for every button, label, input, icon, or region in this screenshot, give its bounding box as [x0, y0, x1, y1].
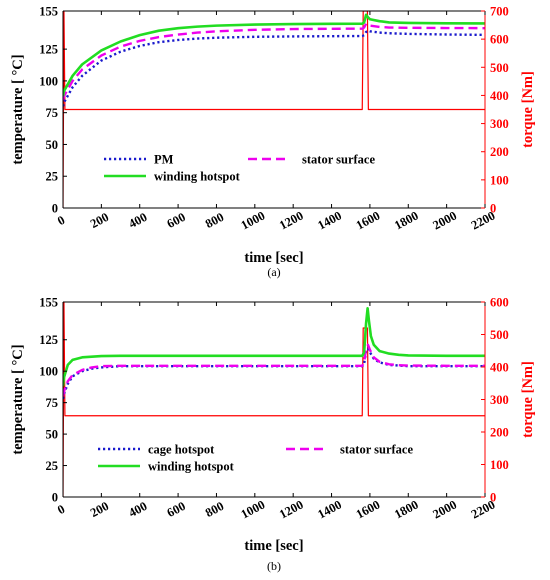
y-left-tick-label: 25	[46, 170, 59, 184]
chart-panel-b: 0 200 400 600 800 1000 1200 1400 1600 1800 2000 220…	[10, 296, 536, 574]
legend: PM winding hotspot stator surface	[104, 153, 375, 184]
y-right-tick-label: 200	[490, 426, 509, 440]
x-tick-label: 200	[88, 499, 111, 520]
x-tick-label: 400	[126, 499, 149, 520]
y-right-tick-label: 0	[490, 491, 496, 505]
x-tick-label: 1800	[392, 208, 421, 232]
x-tick-label: 2000	[430, 208, 459, 232]
y-left-tick-label: 25	[46, 459, 59, 473]
y-left-tick-label: 0	[52, 202, 58, 216]
y-left-tick-label: 155	[39, 5, 58, 19]
y-right-tick-label: 400	[490, 89, 509, 103]
series-line-cage-hotspot	[63, 347, 485, 400]
chart-panel-a: 0 200 400 600 800 1000 1200 1400 1600 1800 2000 220…	[10, 5, 536, 280]
series-line-torque	[63, 11, 485, 208]
series-line-pm	[63, 29, 485, 107]
legend-label-stator-surface: stator surface	[340, 443, 413, 457]
x-tick-label: 1600	[354, 208, 383, 232]
y-right-tick-label: 600	[490, 33, 509, 47]
y-right-tick-label: 300	[490, 117, 509, 131]
y-right-tick-label: 100	[490, 458, 509, 472]
y-right-tick-label: 0	[490, 202, 496, 216]
legend-label-cage-hotspot: cage hotspot	[148, 443, 215, 457]
x-tick-label: 600	[165, 499, 188, 520]
y-right-tick-label: 600	[490, 296, 509, 310]
y-right-tick-label: 700	[490, 5, 509, 19]
y-left-axis-title: temperature [ °C]	[10, 54, 26, 164]
legend-label-stator-surface: stator surface	[302, 153, 375, 167]
y-left-tick-label: 50	[46, 138, 59, 152]
x-tick-label: 1200	[277, 497, 306, 521]
series-line-stator-surface	[63, 22, 485, 101]
x-tick-label: 1200	[277, 208, 306, 232]
x-tick-label: 600	[165, 210, 188, 231]
y-right-tick-label: 100	[490, 173, 509, 187]
y-right-tick-label: 300	[490, 393, 509, 407]
y-left-tick-label: 155	[39, 296, 58, 310]
y-left-tick-label: 75	[46, 106, 59, 120]
y-left-tick-label: 100	[39, 74, 58, 88]
x-tick-label: 1000	[239, 497, 268, 521]
y-right-axis-title: torque [Nm]	[520, 71, 536, 148]
y-right-tick-label: 200	[490, 145, 509, 159]
x-tick-label: 400	[126, 210, 149, 231]
legend: cage hotspot winding hotspot stator surfac…	[98, 443, 413, 474]
y-left-tick-label: 50	[46, 428, 59, 442]
series-line-stator-surface	[63, 343, 485, 397]
x-axis-title: time [sec]	[244, 250, 303, 266]
panel-caption: (a)	[267, 265, 280, 279]
legend-label-winding-hotspot: winding hotspot	[154, 170, 241, 184]
y-left-axis-title: temperature [ °C]	[10, 344, 26, 454]
x-tick-label: 1000	[239, 208, 268, 232]
y-left-tick-label: 100	[39, 365, 58, 379]
series-line-torque	[63, 302, 485, 497]
x-tick-label: 2000	[430, 497, 459, 521]
x-axis-title: time [sec]	[244, 538, 303, 554]
y-right-tick-label: 400	[490, 361, 509, 375]
x-tick-label: 800	[203, 210, 226, 231]
x-tick-label: 1400	[315, 208, 344, 232]
y-left-tick-label: 75	[46, 396, 59, 410]
series-line-winding-hotspot	[63, 13, 485, 97]
series-line-winding-hotspot	[63, 306, 485, 387]
series-group	[63, 11, 485, 208]
x-tick-label: 800	[203, 499, 226, 520]
y-right-tick-label: 500	[490, 328, 509, 342]
x-tick-label: 200	[88, 210, 111, 231]
y-left-tick-label: 125	[39, 333, 58, 347]
x-tick-label: 1400	[315, 497, 344, 521]
y-left-tick-label: 125	[39, 43, 58, 57]
x-tick-label: 1600	[354, 497, 383, 521]
y-right-tick-label: 500	[490, 61, 509, 75]
y-left-tick-label: 0	[52, 491, 58, 505]
series-group	[63, 302, 485, 497]
y-right-axis-title: torque [Nm]	[520, 361, 536, 438]
x-tick-label: 1800	[392, 497, 421, 521]
legend-label-winding-hotspot: winding hotspot	[148, 460, 235, 474]
legend-label-pm: PM	[154, 153, 174, 167]
panel-caption: (b)	[267, 559, 281, 573]
